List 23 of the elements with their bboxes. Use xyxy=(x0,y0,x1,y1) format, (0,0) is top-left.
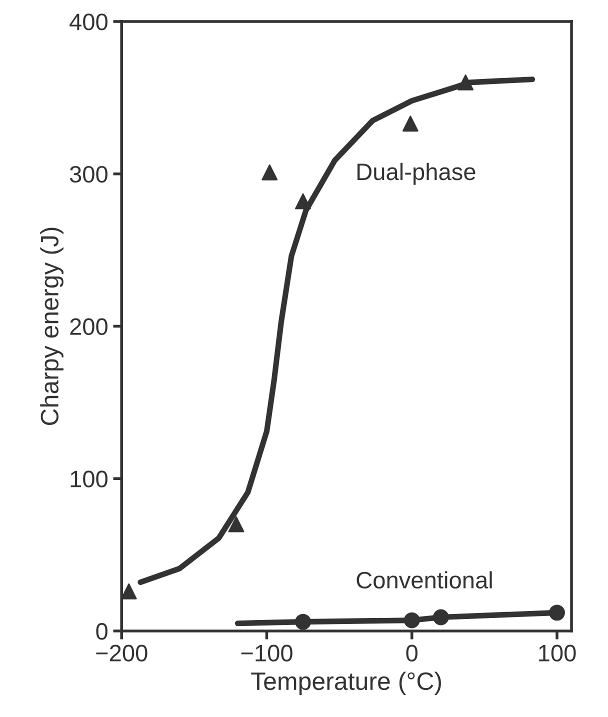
y-tick-label: 100 xyxy=(70,470,108,488)
point xyxy=(295,193,311,210)
annotation: Dual-phase xyxy=(357,162,476,185)
point xyxy=(549,604,565,621)
point xyxy=(458,74,474,90)
x-axis-title: Temperature (°C) xyxy=(251,672,442,696)
annotation: Conventional xyxy=(356,571,492,589)
point xyxy=(228,516,244,532)
point xyxy=(402,116,418,132)
point xyxy=(404,612,420,628)
point xyxy=(122,583,137,600)
y-axis-title: Charpy energy (J) xyxy=(40,228,64,425)
point xyxy=(295,614,311,630)
y-tick-label: 400 xyxy=(70,14,108,30)
x-tick-label: 100 xyxy=(539,644,576,662)
point xyxy=(262,164,278,180)
y-tick-label: 0 xyxy=(96,623,108,640)
point xyxy=(432,609,449,626)
x-tick-label: −100 xyxy=(241,644,292,662)
x-tick-label: 0 xyxy=(406,644,418,662)
y-tick-label: 300 xyxy=(70,166,108,183)
y-tick-label: 200 xyxy=(70,318,108,336)
x-tick-label: −200 xyxy=(96,644,148,662)
